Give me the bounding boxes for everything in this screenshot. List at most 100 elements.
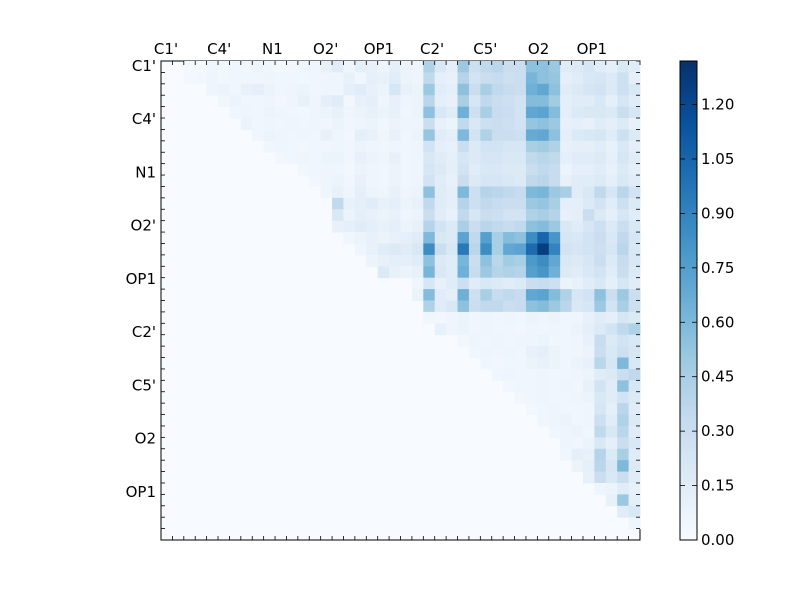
heatmap-cell	[628, 346, 641, 359]
heatmap-cell	[263, 129, 276, 142]
heatmap-cell	[514, 300, 527, 313]
heatmap-cell	[605, 163, 618, 176]
heatmap-cell	[537, 300, 550, 313]
heatmap-cell	[366, 209, 379, 222]
heatmap-cell	[525, 300, 538, 313]
heatmap-cell	[525, 391, 538, 404]
heatmap-cell	[628, 152, 641, 165]
heatmap-cell	[377, 118, 390, 130]
heatmap-cell	[617, 83, 630, 96]
heatmap-cell	[377, 152, 390, 165]
heatmap-cell	[617, 494, 630, 507]
heatmap-cell	[594, 152, 607, 165]
heatmap-cell	[628, 266, 641, 279]
heatmap-cell	[389, 266, 401, 279]
heatmap-cell	[560, 72, 573, 85]
heatmap-cell	[400, 220, 413, 233]
heatmap-cell	[582, 61, 595, 73]
heatmap-cell	[400, 129, 413, 142]
heatmap-cell	[343, 152, 356, 165]
heatmap-cell	[434, 129, 447, 142]
heatmap-cell	[457, 197, 470, 210]
heatmap-cell	[491, 311, 504, 324]
colorbar-tick-label: 1.20	[701, 96, 734, 114]
heatmap-cell	[480, 232, 493, 244]
heatmap-cell	[582, 334, 595, 347]
heatmap-cell	[628, 289, 641, 301]
heatmap-cell	[571, 175, 584, 187]
heatmap-cell	[468, 334, 481, 347]
heatmap-cell	[514, 186, 527, 199]
heatmap-cell	[286, 72, 299, 85]
heatmap-cell	[560, 197, 573, 210]
heatmap-cell	[503, 186, 516, 199]
heatmap-cell	[332, 106, 344, 119]
matrix-ticks	[160, 60, 641, 541]
heatmap-cell	[605, 175, 618, 187]
heatmap-cell	[571, 289, 584, 301]
heatmap-cell	[548, 186, 561, 199]
heatmap-cell	[582, 346, 595, 359]
heatmap-cell	[537, 140, 550, 153]
heatmap-cell	[468, 140, 481, 153]
heatmap-cell	[229, 61, 242, 73]
heatmap-cell	[537, 209, 550, 222]
heatmap-cell	[491, 209, 504, 222]
heatmap-cell	[366, 106, 379, 119]
heatmap-cell	[503, 61, 516, 73]
heatmap-cell	[605, 118, 618, 130]
heatmap-cell	[617, 232, 630, 244]
heatmap-cell	[446, 118, 459, 130]
heatmap-cell	[377, 106, 390, 119]
heatmap-cell	[617, 334, 630, 347]
heatmap-cell	[537, 106, 550, 119]
heatmap-cell	[617, 277, 630, 290]
x-axis-atom-label: N1	[262, 40, 283, 58]
heatmap-cell	[605, 140, 618, 153]
heatmap-cell	[503, 140, 516, 153]
heatmap-cell	[377, 95, 390, 108]
heatmap-cell	[617, 152, 630, 165]
heatmap-cell	[605, 448, 618, 461]
heatmap-cell	[468, 83, 481, 96]
heatmap-cell	[343, 186, 356, 199]
colorbar-tick-label: 0.60	[701, 313, 734, 331]
heatmap-cell	[514, 277, 527, 290]
heatmap-cell	[320, 129, 333, 142]
heatmap-cell	[582, 129, 595, 142]
heatmap-cell	[320, 118, 333, 130]
heatmap-cell	[480, 186, 493, 199]
heatmap-cell	[503, 95, 516, 108]
heatmap-cell	[366, 129, 379, 142]
heatmap-cell	[366, 197, 379, 210]
heatmap-cell	[503, 243, 516, 256]
heatmap-cell	[423, 95, 436, 108]
heatmap-cell	[605, 209, 618, 222]
heatmap-cell	[434, 72, 447, 85]
heatmap-cell	[628, 254, 641, 267]
heatmap-cell	[514, 357, 527, 370]
heatmap-cell	[354, 197, 367, 210]
heatmap-cell	[411, 129, 424, 142]
heatmap-cell	[480, 72, 493, 85]
heatmap-cell	[229, 95, 242, 108]
heatmap-cell	[514, 95, 527, 108]
heatmap-cell	[343, 197, 356, 210]
heatmap-cell	[628, 380, 641, 393]
heatmap-cell	[446, 277, 459, 290]
heatmap-cell	[275, 140, 287, 153]
heatmap-cell	[423, 118, 436, 130]
heatmap-cell	[514, 368, 527, 381]
heatmap-cell	[628, 414, 641, 427]
heatmap-cell	[480, 357, 493, 370]
heatmap-cell	[377, 232, 390, 244]
heatmap-cell	[389, 95, 401, 108]
heatmap-cell	[582, 95, 595, 108]
heatmap-cell	[582, 243, 595, 256]
heatmap-cell	[605, 482, 618, 495]
heatmap-cell	[617, 505, 630, 518]
heatmap-cell	[400, 61, 413, 73]
heatmap-cell	[446, 72, 459, 85]
heatmap-cell	[400, 140, 413, 153]
heatmap-cell	[457, 140, 470, 153]
